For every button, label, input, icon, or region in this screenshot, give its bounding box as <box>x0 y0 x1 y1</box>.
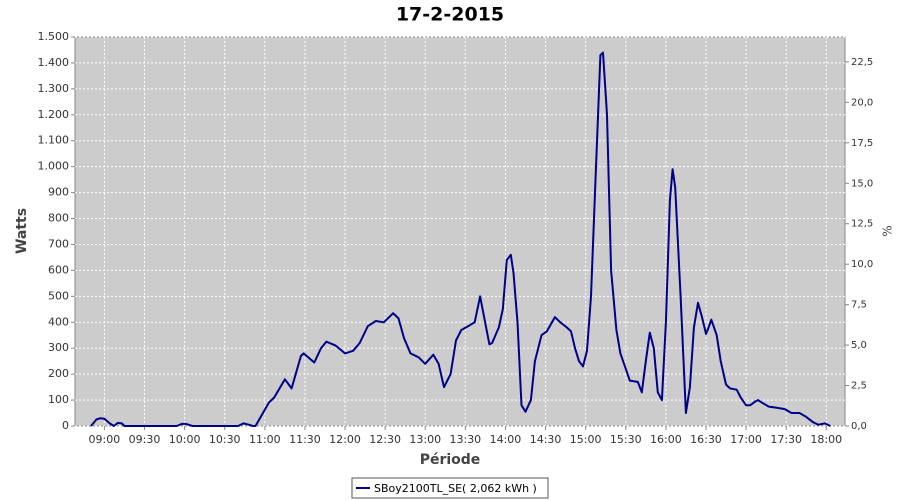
y-tick-label: 1.200 <box>38 108 70 121</box>
y-tick-label: 800 <box>48 212 69 225</box>
y-tick-label: 100 <box>48 393 69 406</box>
x-tick-label: 10:00 <box>169 433 201 446</box>
y-tick-label: 300 <box>48 341 69 354</box>
y2-axis-label: % <box>881 225 895 236</box>
y2-tick-label: 5,0 <box>851 340 867 351</box>
y-tick-label: 400 <box>48 315 69 328</box>
y-tick-label: 1.000 <box>38 160 70 173</box>
y2-tick-label: 7,5 <box>851 300 867 311</box>
x-tick-label: 11:30 <box>289 433 321 446</box>
y2-tick-label: 20,0 <box>851 97 873 108</box>
x-tick-label: 12:00 <box>329 433 361 446</box>
y-tick-label: 1.100 <box>38 134 70 147</box>
x-tick-label: 09:00 <box>89 433 121 446</box>
x-tick-label: 16:00 <box>650 433 682 446</box>
y-tick-label: 0 <box>62 419 69 432</box>
y2-tick-label: 15,0 <box>851 178 873 189</box>
y-tick-label: 600 <box>48 263 69 276</box>
legend-box <box>351 477 549 499</box>
y-tick-label: 700 <box>48 237 69 250</box>
x-tick-label: 17:00 <box>730 433 762 446</box>
x-tick-label: 09:30 <box>129 433 161 446</box>
x-tick-label: 13:00 <box>409 433 441 446</box>
legend-label: SBoy2100TL_SE( 2,062 kWh ) <box>374 482 537 495</box>
y2-tick-label: 2,5 <box>851 381 867 392</box>
y2-tick-label: 10,0 <box>851 259 873 270</box>
x-tick-label: 18:00 <box>810 433 842 446</box>
x-tick-label: 14:00 <box>490 433 522 446</box>
y-tick-label: 500 <box>48 289 69 302</box>
y-tick-label: 1.300 <box>38 82 70 95</box>
x-tick-label: 16:30 <box>690 433 722 446</box>
y2-tick-label: 0,0 <box>851 421 867 432</box>
y2-tick-label: 17,5 <box>851 138 873 149</box>
y-tick-label: 900 <box>48 186 69 199</box>
x-tick-label: 15:00 <box>570 433 602 446</box>
x-axis-label: Période <box>420 452 481 468</box>
y2-tick-label: 22,5 <box>851 57 873 68</box>
x-tick-label: 11:00 <box>249 433 281 446</box>
x-tick-label: 15:30 <box>610 433 642 446</box>
x-tick-label: 13:30 <box>449 433 481 446</box>
y2-tick-label: 12,5 <box>851 219 873 230</box>
x-tick-label: 10:30 <box>209 433 241 446</box>
legend: SBoy2100TL_SE( 2,062 kWh ) <box>351 477 549 499</box>
plot-area <box>74 36 846 427</box>
y-tick-label: 200 <box>48 367 69 380</box>
x-tick-label: 17:30 <box>770 433 802 446</box>
chart-title: 17-2-2015 <box>396 4 504 26</box>
y-axis-label: Watts <box>14 208 30 254</box>
line-series <box>90 51 831 427</box>
y-tick-label: 1.400 <box>38 56 70 69</box>
x-tick-label: 14:30 <box>530 433 562 446</box>
y-tick-label: 1.500 <box>38 30 70 43</box>
x-tick-label: 12:30 <box>369 433 401 446</box>
